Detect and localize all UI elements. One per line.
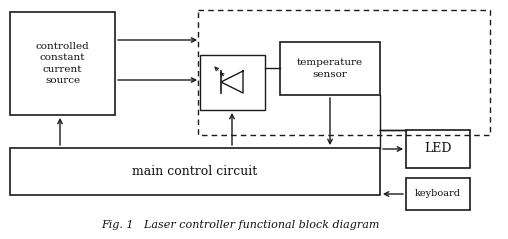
Text: controlled
constant
current
source: controlled constant current source	[36, 42, 89, 85]
Bar	[280, 42, 380, 95]
Text: Fig. 1   Laser controller functional block diagram: Fig. 1 Laser controller functional block…	[101, 220, 379, 230]
Bar	[10, 12, 115, 115]
Text: main control circuit: main control circuit	[133, 165, 258, 178]
Bar	[10, 148, 380, 195]
Bar	[200, 55, 265, 110]
Bar	[406, 178, 470, 210]
Bar	[406, 130, 470, 168]
Text: keyboard: keyboard	[415, 190, 461, 199]
Bar	[198, 10, 490, 135]
Text: temperature
sensor: temperature sensor	[297, 59, 363, 79]
Text: LED: LED	[424, 142, 452, 156]
